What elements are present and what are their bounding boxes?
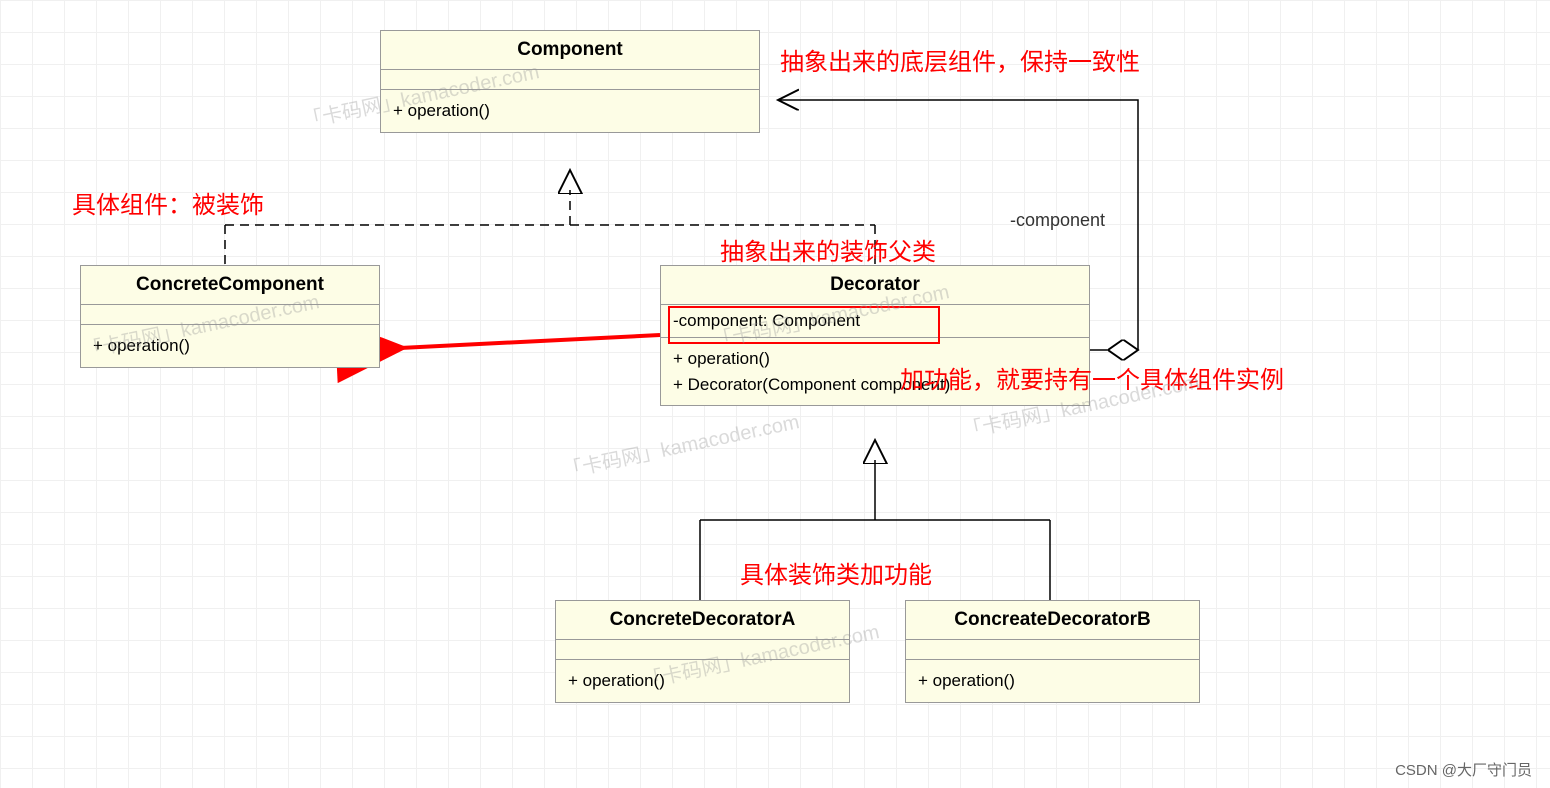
class-title: ConcreteDecoratorA — [556, 601, 849, 640]
class-ops: + operation() — [381, 90, 759, 132]
annotation-component: 抽象出来的底层组件，保持一致性 — [780, 42, 1140, 77]
class-component: Component + operation() — [380, 30, 760, 133]
class-ops: + operation() — [81, 325, 379, 367]
class-title: Component — [381, 31, 759, 70]
annotation-hold-instance: 加功能，就要持有一个具体组件实例 — [900, 360, 1284, 395]
class-title: ConcreteComponent — [81, 266, 379, 305]
class-concrete-decorator-b: ConcreateDecoratorB + operation() — [905, 600, 1200, 703]
annotation-decorator: 抽象出来的装饰父类 — [720, 232, 936, 267]
class-ops: + operation() — [556, 660, 849, 702]
class-concrete-component: ConcreteComponent + operation() — [80, 265, 380, 368]
class-attrs — [381, 70, 759, 90]
class-attrs — [556, 640, 849, 660]
class-attrs — [81, 305, 379, 325]
annotation-concrete-decorators: 具体装饰类加功能 — [740, 555, 932, 590]
class-title: Decorator — [661, 266, 1089, 305]
annotation-concrete-component: 具体组件：被装饰 — [72, 185, 264, 220]
class-ops: + operation() — [906, 660, 1199, 702]
edge-label-component: -component — [1010, 210, 1105, 231]
class-title: ConcreateDecoratorB — [906, 601, 1199, 640]
credit-text: CSDN @大厂守门员 — [1395, 759, 1532, 780]
class-concrete-decorator-a: ConcreteDecoratorA + operation() — [555, 600, 850, 703]
class-attrs: -component: Component — [661, 305, 1089, 338]
class-attrs — [906, 640, 1199, 660]
